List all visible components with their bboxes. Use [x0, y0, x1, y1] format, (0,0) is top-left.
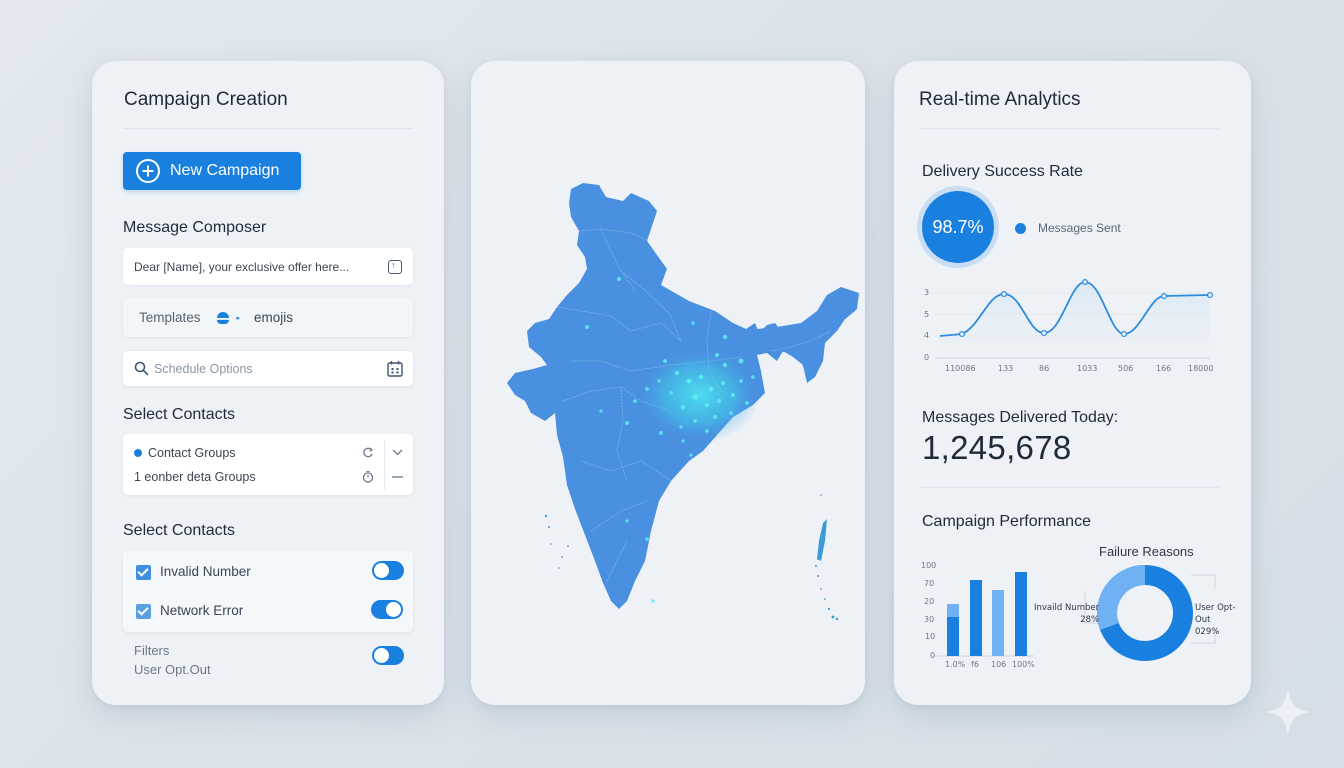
search-icon — [134, 361, 149, 376]
timer-icon[interactable] — [362, 470, 374, 483]
contact-groups-dropdown[interactable]: Contact Groups 1 eonber deta Groups — [123, 434, 413, 495]
user-opt-out-label: User Opt.Out — [134, 662, 211, 677]
select-contacts-label: Select Contacts — [123, 406, 236, 423]
slice-name: Invaild Number — [1034, 603, 1100, 613]
x-tick: 506 — [1118, 364, 1134, 373]
panel-title: Campaign Creation — [124, 89, 288, 110]
failure-reasons-title: Failure Reasons — [1099, 544, 1194, 559]
list-item[interactable]: Invalid Number — [123, 550, 413, 591]
network-error-label: Network Error — [160, 603, 244, 618]
x-tick: 166 — [1156, 364, 1172, 373]
messages-delivered-label: Messages Delivered Today: — [922, 409, 1119, 426]
y-tick: 5 — [924, 310, 930, 319]
emoji-icon[interactable] — [215, 311, 231, 325]
invalid-number-checkbox[interactable] — [136, 565, 151, 580]
user-opt-out-toggle[interactable] — [372, 646, 404, 665]
legend-dot-icon — [1015, 222, 1026, 234]
filters-label: Filters — [134, 643, 170, 658]
northeast-region — [757, 287, 859, 377]
delivery-success-label: Delivery Success Rate — [922, 163, 1083, 180]
x-tick: 1033 — [1077, 364, 1098, 373]
delivery-success-value: 98.7% — [932, 216, 984, 237]
caret-right-icon: ▸ — [236, 314, 241, 322]
invalid-number-slice-label: Invaild Number 28% — [1034, 602, 1099, 626]
x-tick: 100% — [1012, 660, 1035, 669]
lakshadweep-islands — [544, 514, 569, 569]
user-opt-out-slice-label: User Opt-Out 029% — [1195, 602, 1251, 638]
message-input[interactable]: Dear [Name], your exclusive offer here..… — [123, 248, 413, 285]
invalid-number-toggle[interactable] — [372, 561, 404, 580]
x-tick: 1.0% — [945, 660, 966, 669]
plus-circle-icon — [136, 159, 160, 183]
delivery-success-gauge: 98.7% — [922, 191, 994, 263]
y-tick: 30 — [924, 615, 935, 624]
new-campaign-button[interactable]: New Campaign — [123, 152, 301, 190]
more-icon[interactable] — [392, 476, 403, 478]
andaman-nicobar-islands — [815, 494, 839, 621]
failure-reasons-donut-chart — [1084, 565, 1216, 661]
invalid-number-label: Invalid Number — [160, 564, 251, 579]
y-tick: 4 — [924, 331, 930, 340]
delivery-map-panel — [471, 61, 865, 705]
schedule-placeholder: Schedule Options — [154, 361, 253, 376]
network-error-toggle[interactable] — [371, 600, 403, 619]
india-map[interactable] — [471, 61, 865, 705]
y-tick: 100 — [921, 561, 937, 570]
x-tick: 18000 — [1188, 364, 1214, 373]
select-contacts-label-2: Select Contacts — [123, 522, 236, 539]
y-tick: 10 — [925, 632, 936, 641]
calendar-icon[interactable] — [387, 360, 403, 377]
divider — [921, 487, 1219, 488]
schedule-options-input[interactable]: Schedule Options — [123, 351, 413, 386]
y-tick: 20 — [924, 597, 935, 606]
y-tick: 0 — [924, 353, 930, 362]
slice-name: User Opt-Out — [1195, 603, 1236, 625]
status-dot-icon — [134, 449, 142, 457]
messages-sent-line-chart — [935, 278, 1214, 359]
message-input-value: Dear [Name], your exclusive offer here..… — [134, 259, 350, 274]
contact-groups-label: Contact Groups — [148, 446, 236, 460]
divider — [123, 128, 413, 129]
upload-icon[interactable] — [388, 259, 402, 274]
x-tick: 133 — [998, 364, 1014, 373]
delivery-points — [585, 277, 755, 603]
refresh-icon[interactable] — [362, 446, 374, 459]
delivery-heat-cluster — [637, 347, 761, 443]
x-tick: f6 — [971, 660, 979, 669]
campaign-creation-panel: Campaign Creation New Campaign Message C… — [92, 61, 444, 705]
campaign-performance-bar-chart — [934, 572, 1034, 657]
failure-filter-list: Invalid Number Network Error — [123, 550, 413, 632]
y-tick: 0 — [930, 651, 936, 660]
sparkle-icon — [1264, 688, 1312, 736]
contact-group-row[interactable]: 1 eonber deta Groups — [134, 470, 256, 484]
slice-value: 029% — [1195, 627, 1220, 637]
new-campaign-label: New Campaign — [170, 162, 280, 179]
templates-label: Templates — [139, 310, 201, 325]
messages-delivered-value: 1,245,678 — [922, 429, 1072, 466]
slice-value: 28% — [1080, 615, 1100, 625]
network-error-checkbox[interactable] — [136, 604, 151, 619]
divider — [921, 128, 1219, 129]
chart-legend: Messages Sent — [1015, 221, 1121, 235]
y-tick: 70 — [924, 579, 935, 588]
x-tick: 106 — [991, 660, 1007, 669]
chevron-down-icon[interactable] — [392, 449, 403, 456]
x-tick: 110086 — [945, 364, 976, 373]
y-tick: 3 — [924, 288, 930, 297]
list-item[interactable]: Network Error — [123, 591, 413, 632]
message-composer-label: Message Composer — [123, 219, 267, 236]
templates-row[interactable]: Templates ▸ emojis — [123, 298, 413, 337]
analytics-panel: Real-time Analytics Delivery Success Rat… — [894, 61, 1251, 705]
panel-title: Real-time Analytics — [919, 89, 1081, 110]
emojis-label: emojis — [254, 310, 294, 325]
campaign-performance-label: Campaign Performance — [922, 513, 1091, 530]
legend-label: Messages Sent — [1038, 221, 1121, 235]
divider — [384, 440, 385, 490]
x-tick: 86 — [1039, 364, 1050, 373]
contact-group-row[interactable]: Contact Groups — [134, 446, 236, 460]
